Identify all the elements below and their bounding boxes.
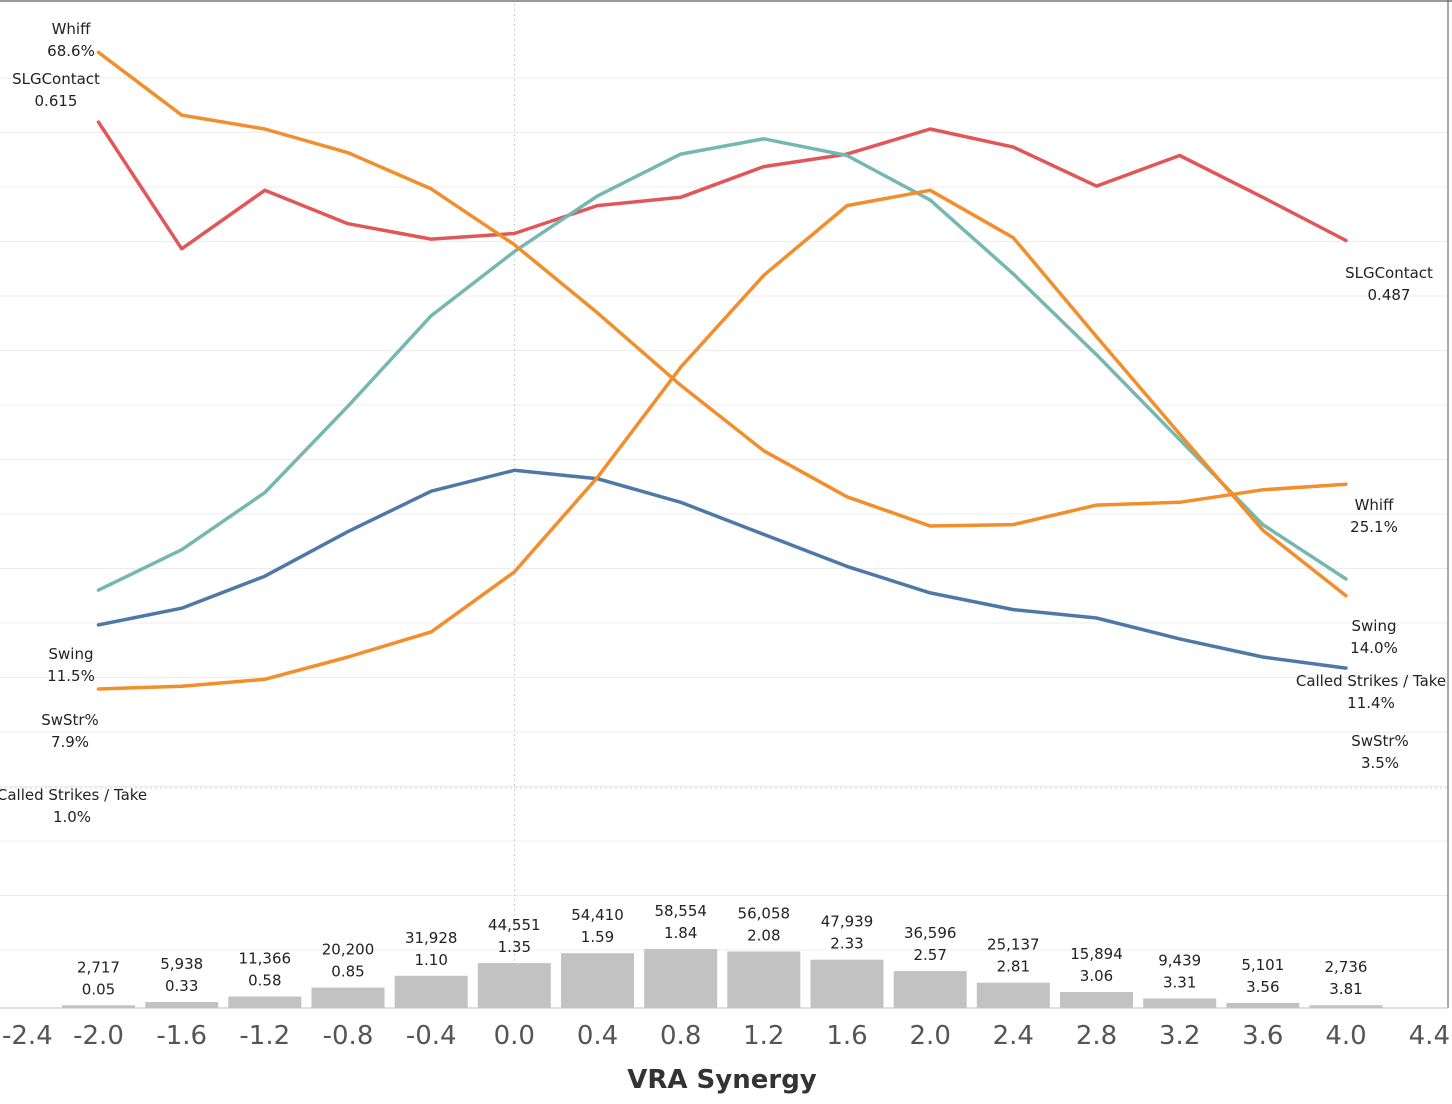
series-line [96, 120, 1348, 251]
bar-average-label: 2.57 [913, 946, 946, 964]
x-tick-label: 1.6 [826, 1021, 867, 1051]
bar-average-label: 2.81 [997, 958, 1030, 976]
x-tick-label: 0.0 [494, 1021, 535, 1051]
x-axis-title: VRA Synergy [627, 1065, 817, 1095]
gridlines [0, 0, 1452, 1009]
bar-count-label: 56,058 [738, 905, 791, 923]
x-tick-label: 3.2 [1159, 1021, 1200, 1051]
series-start-value-label: 68.6% [47, 42, 95, 60]
x-tick-label: -2.0 [73, 1021, 124, 1051]
x-tick-label: 1.2 [743, 1021, 784, 1051]
series-end-value-label: 3.5% [1361, 754, 1399, 772]
series-start-value-label: 7.9% [51, 733, 89, 751]
series-line [96, 137, 1348, 592]
x-tick-label: 0.8 [660, 1021, 701, 1051]
count-bar [976, 982, 1050, 1008]
series-end-name-label: Whiff [1355, 496, 1395, 514]
bar-average-label: 3.31 [1163, 974, 1196, 992]
bar-average-label: 1.10 [414, 951, 447, 969]
bar-count-label: 9,439 [1158, 952, 1201, 970]
bar-average-label: 1.35 [498, 938, 531, 956]
bar-average-label: 1.59 [581, 928, 614, 946]
bar-average-label: 3.06 [1080, 967, 1113, 985]
bar-average-label: 0.33 [165, 977, 198, 995]
count-bar [1309, 1005, 1383, 1008]
series-end-name-label: Called Strikes / Take [1296, 672, 1446, 690]
count-bar [394, 975, 468, 1008]
line-labels: Whiff 68.6% Whiff 25.1% SLGContact 0.615 SLGCo… [0, 20, 1446, 826]
series-start-name-label: SwStr% [41, 711, 99, 729]
series-end-name-label: SwStr% [1351, 732, 1409, 750]
count-bar [727, 951, 801, 1008]
bar-count-label: 31,928 [405, 929, 458, 947]
x-tick-label: -2.4 [2, 1021, 53, 1051]
bar-count-label: 5,938 [160, 955, 203, 973]
count-bar [561, 953, 634, 1008]
bar-series: 2,717 0.05 5,938 0.33 11,366 0.58 20,200 0.85 31… [62, 902, 1383, 1008]
x-axis: VRA Synergy -2.4 -2.0 -1.6 -1.2 -0.8 -0.4 0.0 0… [2, 1021, 1450, 1095]
bar-count-label: 5,101 [1241, 956, 1284, 974]
x-tick-label: -0.8 [323, 1021, 374, 1051]
x-tick-label: 4.4 [1409, 1021, 1450, 1051]
x-tick-label: 2.4 [993, 1021, 1034, 1051]
x-tick-label: 3.6 [1242, 1021, 1283, 1051]
bar-average-label: 2.33 [830, 935, 863, 953]
bar-count-label: 36,596 [904, 924, 957, 942]
count-bar [311, 987, 385, 1008]
series-start-name-label: Swing [49, 645, 94, 663]
x-tick-label: -0.4 [406, 1021, 457, 1051]
count-bar [1060, 992, 1133, 1008]
count-bar [1226, 1002, 1300, 1008]
bar-average-label: 2.08 [747, 927, 780, 945]
bar-count-label: 20,200 [322, 941, 375, 959]
bar-count-label: 15,894 [1070, 945, 1123, 963]
count-bar [228, 996, 302, 1008]
count-bar [1143, 998, 1217, 1008]
bar-count-label: 2,717 [77, 958, 120, 976]
bar-average-label: 1.84 [664, 924, 697, 942]
series-line [96, 188, 1348, 691]
count-bar [62, 1005, 135, 1008]
bar-count-label: 54,410 [571, 906, 624, 924]
count-bar [145, 1002, 219, 1008]
series-start-value-label: 11.5% [47, 667, 95, 685]
count-bar [893, 971, 967, 1008]
count-bar [477, 963, 551, 1008]
bar-count-label: 44,551 [488, 916, 541, 934]
x-tick-label: 2.0 [910, 1021, 951, 1051]
x-tick-label: -1.6 [156, 1021, 207, 1051]
series-start-name-label: Whiff [52, 20, 92, 38]
series-line [96, 468, 1348, 670]
x-tick-label: 0.4 [577, 1021, 618, 1051]
series-start-name-label: SLGContact [12, 70, 100, 88]
bar-average-label: 0.58 [248, 972, 281, 990]
series-end-name-label: Swing [1352, 617, 1397, 635]
series-start-name-label: Called Strikes / Take [0, 786, 147, 804]
line-series [96, 50, 1348, 691]
bar-average-label: 0.85 [331, 963, 364, 981]
series-end-value-label: 25.1% [1350, 518, 1398, 536]
series-end-name-label: SLGContact [1345, 264, 1433, 282]
series-line [96, 50, 1348, 528]
bar-count-label: 2,736 [1325, 958, 1368, 976]
bar-average-label: 3.81 [1329, 980, 1362, 998]
series-end-value-label: 11.4% [1347, 694, 1395, 712]
count-bar [810, 959, 884, 1008]
series-end-value-label: 0.487 [1368, 286, 1411, 304]
bar-count-label: 25,137 [987, 936, 1040, 954]
x-tick-label: 4.0 [1325, 1021, 1366, 1051]
bar-count-label: 11,366 [239, 950, 292, 968]
x-tick-label: -1.2 [239, 1021, 290, 1051]
count-bar [644, 949, 718, 1008]
series-start-value-label: 0.615 [35, 92, 78, 110]
bar-average-label: 3.56 [1246, 978, 1279, 996]
x-tick-label: 2.8 [1076, 1021, 1117, 1051]
series-end-value-label: 14.0% [1350, 639, 1398, 657]
bar-count-label: 58,554 [654, 902, 707, 920]
bar-average-label: 0.05 [82, 980, 115, 998]
series-start-value-label: 1.0% [53, 808, 91, 826]
bar-count-label: 47,939 [821, 913, 874, 931]
